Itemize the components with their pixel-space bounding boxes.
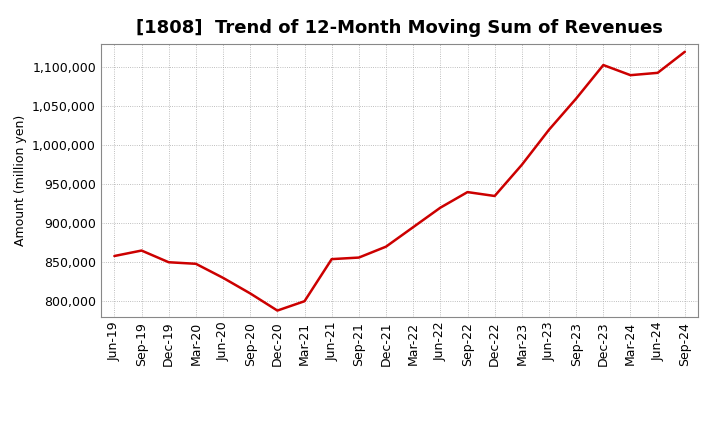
Y-axis label: Amount (million yen): Amount (million yen) (14, 115, 27, 246)
Title: [1808]  Trend of 12-Month Moving Sum of Revenues: [1808] Trend of 12-Month Moving Sum of R… (136, 19, 663, 37)
